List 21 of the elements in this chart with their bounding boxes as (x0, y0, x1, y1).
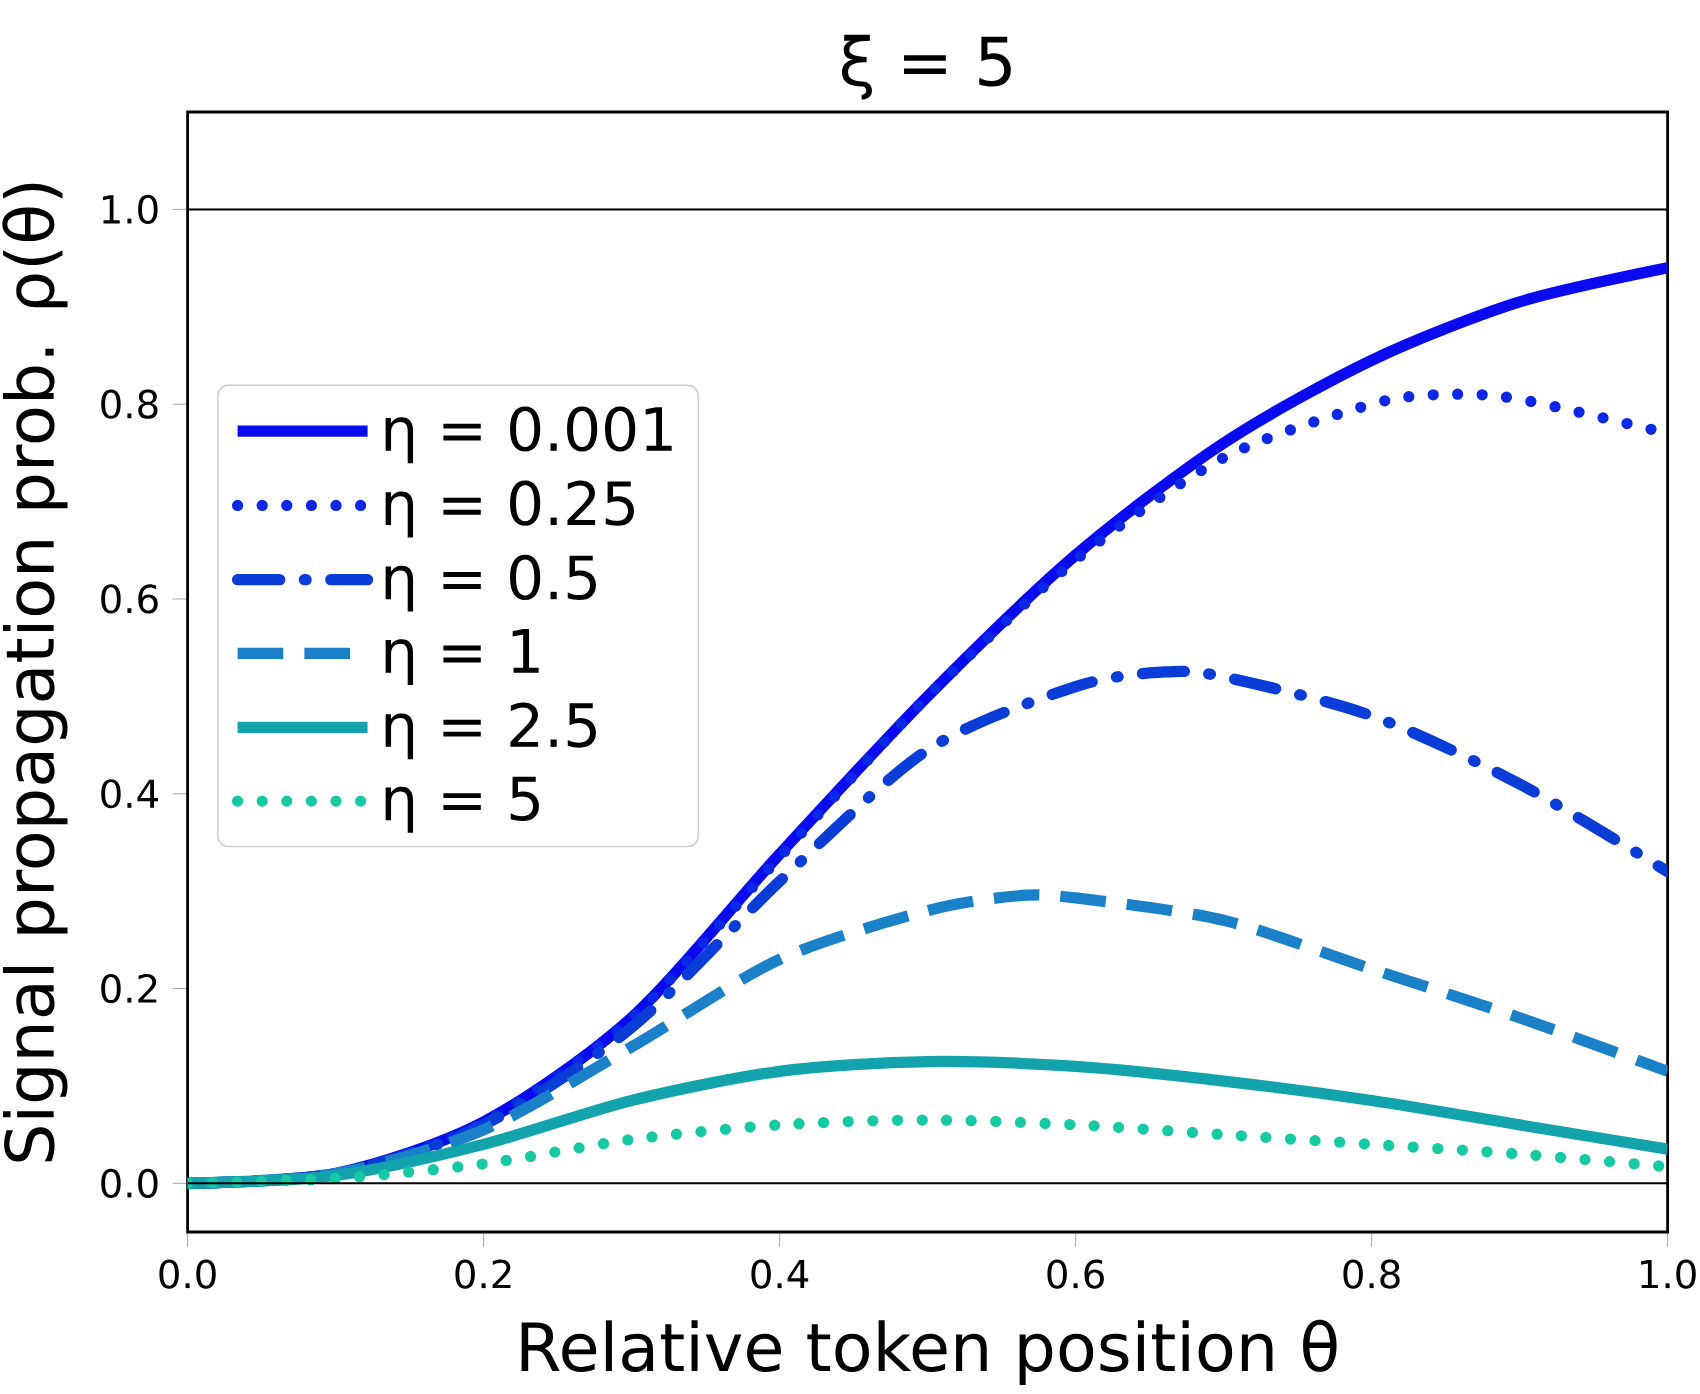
y-tick-label: 0.0 (101, 1168, 158, 1198)
legend-label: η = 0.001 (385, 406, 672, 464)
y-tick-label: 0.4 (101, 779, 159, 809)
legend-label: η = 1 (385, 629, 539, 686)
y-axis-title: Signal propagation prob. ρ(θ) (2, 183, 68, 1162)
y-tick-label: 0.6 (101, 584, 158, 614)
legend-label: η = 5 (385, 776, 539, 833)
x-tick-label: 1.0 (1641, 1259, 1696, 1289)
legend-label: η = 0.25 (385, 480, 634, 538)
x-tick-label: 0.0 (159, 1259, 216, 1289)
legend-label: η = 2.5 (385, 702, 596, 760)
x-tick-label: 0.4 (751, 1259, 809, 1289)
x-tick-label: 0.6 (1047, 1259, 1104, 1289)
y-tick-label: 0.2 (101, 973, 157, 1004)
legend-label: η = 0.5 (385, 554, 596, 612)
chart-title: ξ = 5 (842, 34, 1011, 100)
x-tick-label: 0.2 (455, 1259, 511, 1289)
y-tick-label: 1.0 (102, 194, 158, 224)
x-tick-label: 0.8 (1343, 1259, 1400, 1289)
y-tick-label: 0.8 (101, 389, 158, 419)
x-axis-title: Relative token position θ (521, 1319, 1337, 1385)
